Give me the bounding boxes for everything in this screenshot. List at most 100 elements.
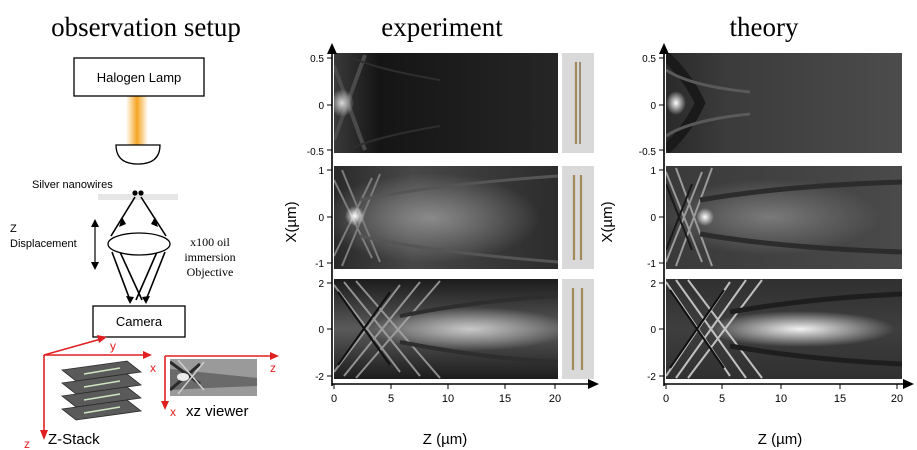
zstack-axis-x-label: x [150,361,156,375]
setup-heading: observation setup [51,12,241,42]
theory-image-row2 [666,166,902,269]
halogen-lamp-box [73,57,205,97]
theory-x-tick-label: 5 [719,393,725,405]
theory-y-tick-label: 1 [650,166,656,177]
nanowire-dot [132,190,138,196]
experiment-y-tick-label: 2 [318,279,324,290]
experiment-row2-ticks [327,169,332,264]
experiment-image-row1 [334,53,558,153]
experiment-y-tick-labels: 0.5 0 -0.5 1 0 -1 2 0 -2 [307,54,325,383]
experiment-x-axis-arrowhead [588,379,599,389]
zstack-axis-z-label: z [24,437,30,450]
wire-thumbnail-row3 [562,279,594,379]
wire-thumbnail-row1 [562,53,594,153]
xz-axis-z-label: z [270,361,276,375]
zstack-axes [43,338,146,433]
camera-label: Camera [116,314,163,329]
theory-row3-ticks [659,282,664,377]
condenser-lens [115,144,161,165]
experiment-x-tick-label: 0 [331,393,337,405]
theory-x-tick-label: 20 [891,393,903,405]
theory-x-ticks [665,384,898,389]
halogen-lamp-label: Halogen Lamp [97,70,182,85]
theory-x-tick-labels: 0 5 10 15 20 [663,393,903,405]
ray-arrowhead [142,296,150,304]
zstack-slices [61,360,142,421]
experiment-row3-ticks [327,282,332,377]
camera-box [92,305,186,338]
z-displacement-label-line1: Z [10,223,17,235]
xz-axis-arrowhead [161,401,169,410]
theory-y-axis-arrowhead [659,43,669,54]
zstack-axis-arrowhead [97,335,107,343]
experiment-y-tick-label: 0.5 [310,54,324,65]
experiment-y-tick-label: 1 [318,166,324,177]
ray-arrowhead [151,217,158,227]
experiment-x-tick-label: 10 [442,393,454,405]
experiment-y-axis-arrowhead [327,43,337,54]
theory-panels: 0.5 0 -0.5 1 0 -1 2 0 -2 0 5 10 15 20 Z … [639,43,914,448]
experiment-x-tick-labels: 0 5 10 15 20 [331,393,561,405]
theory-heading: theory [730,12,799,42]
z-displacement-arrow [91,219,99,270]
theory-row1-ticks [659,57,664,151]
theory-y-tick-labels: 0.5 0 -0.5 1 0 -1 2 0 -2 [639,54,657,383]
experiment-x-tick-label: 15 [499,393,511,405]
z-displacement-label-line2: Displacement [10,238,77,250]
silver-nanowires-label: Silver nanowires [32,179,113,191]
theory-image-row3 [666,279,902,379]
theory-y-tick-label: -2 [647,372,656,383]
experiment-y-tick-label: -0.5 [307,147,325,158]
theory-x-axis-label: Z (µm) [758,431,802,448]
theory-y-tick-label: -1 [647,259,656,270]
zstack-label: Z-Stack [48,431,100,448]
experiment-x-axis-label: Z (µm) [423,431,467,448]
wire-thumbnail-row2 [562,166,594,269]
experiment-panels: 0.5 0 -0.5 1 0 -1 2 0 -2 0 5 10 15 20 Z … [307,43,599,448]
sample-plane [98,194,178,200]
theory-x-axis-arrowhead [903,379,914,389]
ray-paths [110,196,167,301]
experiment-x-tick-label: 5 [388,393,394,405]
theory-x-tick-label: 15 [834,393,846,405]
xz-viewer-image [170,359,257,396]
theory-y-tick-label: 0 [650,213,656,224]
theory-y-tick-label: 0.5 [642,54,656,65]
ray-arrowhead [119,217,126,227]
experiment-y-axis-label: X(µm) [283,201,300,242]
objective-label-line3: Objective [187,265,234,279]
theory-row2-ticks [659,169,664,264]
experiment-heading: experiment [381,12,503,42]
experiment-row1-ticks [327,57,332,151]
ray-arrowhead [126,296,134,304]
experiment-image-row3 [334,279,558,379]
objective-lens [107,232,171,256]
setup-diagram: Halogen Lamp Silver nanowires Z Displace… [10,57,279,450]
zstack-axis-arrowhead [143,351,152,359]
theory-x-tick-label: 10 [775,393,787,405]
experiment-y-tick-label: -2 [315,372,324,383]
zstack-axis-arrowhead [40,430,48,440]
xz-axis-x-label: x [170,405,176,419]
objective-label-line1: x100 oil [190,235,230,249]
experiment-image-row2 [334,166,558,269]
experiment-x-ticks [333,384,556,389]
theory-y-tick-label: 0 [650,101,656,112]
theory-y-axis-label: X(µm) [599,201,616,242]
experiment-y-tick-label: 0 [318,325,324,336]
experiment-y-tick-label: 0 [318,213,324,224]
lamp-beam [126,96,148,152]
experiment-y-tick-label: 0 [318,101,324,112]
theory-x-tick-label: 0 [663,393,669,405]
experiment-x-tick-label: 20 [549,393,561,405]
xz-axis-arrowhead [270,352,279,360]
theory-image-row1 [666,53,902,153]
experiment-y-tick-label: -1 [315,259,324,270]
nanowire-dot [138,190,144,196]
theory-y-tick-label: 2 [650,279,656,290]
zstack-axis-y-label: y [110,339,116,353]
theory-y-tick-label: 0 [650,325,656,336]
objective-label-line2: immersion [184,250,235,264]
theory-y-tick-label: -0.5 [639,147,657,158]
